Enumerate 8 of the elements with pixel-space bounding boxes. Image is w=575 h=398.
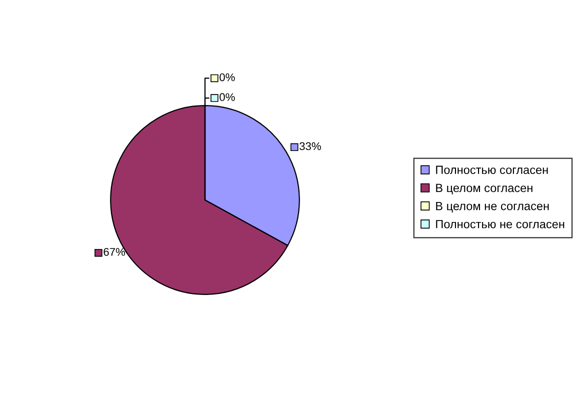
legend-label: В целом не согласен bbox=[436, 202, 549, 212]
legend-label: Полностью не согласен bbox=[436, 220, 564, 228]
text: 0% bbox=[220, 73, 235, 82]
legend-label: В целом согласен bbox=[436, 184, 532, 194]
data-label: 67% bbox=[104, 248, 126, 256]
data-label: 33% bbox=[300, 142, 321, 150]
text: 0% bbox=[220, 93, 235, 102]
legend-label: Полностью согласен bbox=[436, 166, 548, 174]
